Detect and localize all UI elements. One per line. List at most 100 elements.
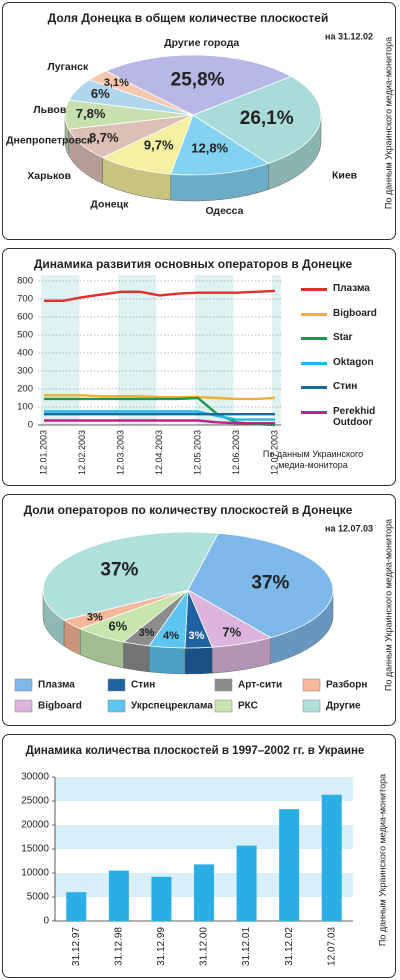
- source-note: По данным Украинского медиа-монитора: [262, 449, 364, 470]
- category-label: Киев: [332, 170, 358, 182]
- category-label: Львов: [33, 104, 67, 116]
- legend-label: Стин: [131, 680, 155, 691]
- source-note: По данным Украинского медиа-монитора: [383, 519, 393, 691]
- series-line: [44, 394, 276, 401]
- legend-item: Плазма: [301, 283, 391, 308]
- legend-label: Bigboard: [333, 307, 377, 319]
- value-label: 4%: [163, 630, 179, 642]
- chart-panel: Динамика развития основных операторов в …: [2, 248, 396, 486]
- chart: Доли операторов по количеству плоскостей…: [14, 503, 393, 713]
- legend-label: Bigboard: [38, 701, 82, 712]
- legend-item: Perekhid Outdoor: [301, 406, 391, 431]
- band: [41, 275, 80, 425]
- x-tick-label: 12.02.2003: [77, 430, 87, 475]
- y-tick-label: 15000: [21, 844, 49, 855]
- chart-title: Динамика развития основных операторов в …: [34, 257, 353, 271]
- category-label: Днепропетровск: [6, 134, 93, 146]
- x-tick-label: 12.01.2003: [38, 430, 48, 475]
- value-label: 8,7%: [89, 130, 119, 145]
- x-tick-label: 31.12.01: [241, 927, 252, 966]
- value-label: 26,1%: [240, 108, 294, 129]
- y-tick-label: 500: [17, 330, 33, 341]
- legend-swatch: [214, 699, 233, 713]
- legend-label: Perekhid Outdoor: [333, 405, 376, 428]
- y-tick-label: 5000: [27, 892, 50, 903]
- series-line: [44, 419, 275, 425]
- legend-swatch: [302, 678, 321, 692]
- x-tick-label: 12.03.2003: [115, 430, 125, 475]
- y-tick-label: 100: [17, 402, 33, 413]
- x-tick-label: 31.12.97: [71, 927, 82, 966]
- category-label: Одесса: [206, 205, 244, 217]
- legend-swatch: [301, 386, 327, 389]
- legend-label: Star: [333, 332, 353, 343]
- y-tick-label: 800: [17, 276, 33, 287]
- chart-panel: Динамика количества плоскостей в 1997–20…: [2, 734, 396, 978]
- legend-label: Другие: [326, 701, 361, 712]
- bar: [66, 892, 87, 921]
- value-label: 9,7%: [144, 137, 174, 152]
- chart: Динамика количества плоскостей в 1997–20…: [21, 745, 387, 966]
- legend-swatch: [14, 699, 33, 713]
- legend-item: Bigboard: [301, 308, 391, 333]
- y-tick-label: 300: [17, 366, 33, 377]
- value-label: 3%: [138, 627, 154, 639]
- pie-slice: [101, 114, 194, 175]
- pie-slice: [42, 531, 219, 621]
- value-label: 3,1%: [104, 77, 129, 89]
- y-tick-label: 25000: [21, 796, 49, 807]
- legend-swatch: [14, 678, 33, 692]
- category-label: Донецк: [90, 199, 129, 211]
- legend-swatch: [302, 699, 321, 713]
- legend-label: Арт-сити: [238, 680, 282, 691]
- pie-slice: [187, 532, 334, 639]
- value-label: 25,8%: [171, 69, 225, 90]
- chart-panel: Доля Донецка в общем количестве плоскост…: [2, 2, 396, 240]
- x-tick-label: 31.12.00: [199, 927, 210, 966]
- legend-swatch: [301, 288, 327, 291]
- legend-label: Разборн: [326, 679, 367, 691]
- chart-panel: Доли операторов по количеству плоскостей…: [2, 494, 396, 726]
- legend-swatch: [301, 361, 327, 365]
- category-label: Другие города: [164, 37, 239, 49]
- value-label: 6%: [108, 618, 127, 633]
- legend-label: Плазма: [38, 680, 75, 691]
- bar: [194, 864, 214, 921]
- y-tick-label: 10000: [21, 868, 49, 879]
- legend-item: Star: [301, 332, 391, 357]
- chart: Динамика развития основных операторов в …: [17, 257, 353, 475]
- slice-side: [123, 641, 150, 673]
- legend-label: Стин: [333, 381, 358, 392]
- band: [118, 275, 157, 425]
- legend-item: Стин: [301, 381, 391, 406]
- legend-label: Oktagon: [333, 356, 374, 368]
- y-tick-label: 20000: [21, 820, 49, 831]
- pie-slice: [104, 54, 292, 116]
- source-note: По данным Украинского медиа-монитора: [377, 774, 387, 946]
- slice-side: [148, 645, 186, 675]
- x-tick-label: 12.05.2003: [192, 430, 202, 475]
- series-line: [44, 289, 276, 302]
- bar: [151, 876, 172, 921]
- x-tick-label: 12.06.2003: [231, 430, 241, 475]
- pie-slice: [170, 114, 270, 176]
- pie-slice: [192, 75, 322, 164]
- legend-swatch: [301, 337, 327, 340]
- value-label: 12,8%: [191, 140, 228, 155]
- source-note: По данным Украинского медиа-монитора: [383, 37, 393, 209]
- legend: Плазма Bigboard Star Oktagon Стин Perekhid Ou…: [301, 283, 391, 430]
- value-label: 7%: [222, 624, 241, 639]
- x-tick-label: 12.07.2003: [269, 430, 279, 475]
- value-label: 3%: [87, 612, 103, 624]
- chart: Доля Донецка в общем количестве плоскост…: [6, 11, 393, 217]
- chart-title: Динамика количества плоскостей в 1997–20…: [26, 745, 365, 757]
- legend-label: Плазма: [333, 283, 370, 294]
- legend-swatch: [107, 678, 126, 692]
- value-label: 3%: [189, 630, 205, 642]
- y-tick-label: 0: [28, 420, 33, 431]
- value-label: 7,8%: [76, 106, 106, 121]
- legend-swatch: [301, 410, 327, 414]
- series-line: [44, 410, 275, 421]
- chart-subtitle: на 31.12.02: [325, 31, 373, 41]
